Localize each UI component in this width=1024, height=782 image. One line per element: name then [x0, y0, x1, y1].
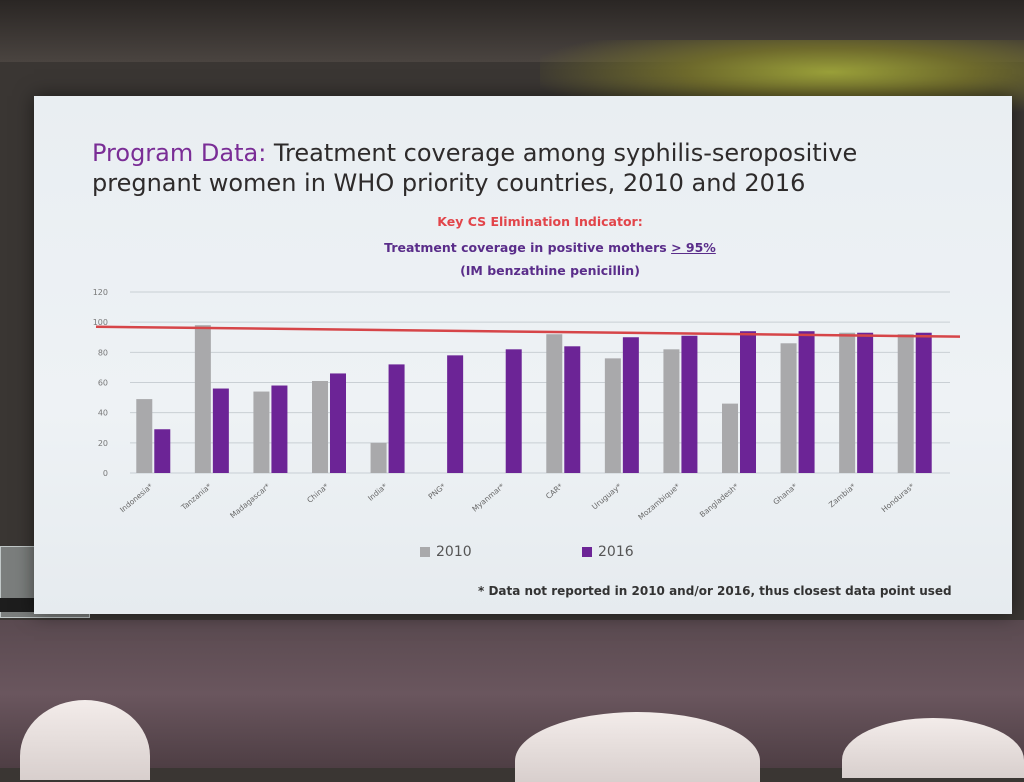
bar-2016-6 [505, 349, 522, 473]
legend-swatch-2016 [582, 547, 592, 557]
bar-2010-11 [780, 343, 797, 473]
coverage-bar-chart: 0 20 40 60 80 100 120 Indonesia* Tanzania* Madaga… [93, 288, 960, 522]
bar-2010-12 [839, 332, 856, 473]
bar-2016-13 [915, 332, 932, 473]
indicator-text-main: Treatment coverage in positive mothers [384, 240, 672, 255]
stool-left [20, 700, 150, 780]
x-tick-label: Myanmar* [470, 481, 506, 513]
indicator-text: Treatment coverage in positive mothers >… [300, 240, 800, 255]
y-tick-label: 0 [103, 469, 108, 478]
x-tick-label: Zambia* [827, 481, 858, 509]
footnote: * Data not reported in 2010 and/or 2016,… [478, 584, 952, 598]
legend-item-2016: 2016 [582, 544, 634, 560]
indicator-threshold: > 95% [671, 240, 716, 255]
x-tick-label: Tanzania* [179, 481, 214, 512]
bar-2010-3 [312, 380, 328, 473]
title-line1: Treatment coverage among syphilis-seropo… [266, 139, 858, 167]
target-line-95 [95, 325, 960, 338]
x-tick-label: PNG* [427, 481, 448, 501]
bar-2016-0 [154, 429, 171, 473]
x-tick-label: Bangladesh* [698, 481, 741, 519]
x-tick-label: Ghana* [771, 481, 799, 506]
y-tick-label: 120 [93, 288, 108, 297]
x-tick-label: India* [366, 481, 389, 502]
bar-2010-7 [546, 334, 563, 473]
y-tick-label: 100 [93, 318, 108, 327]
bar-2016-11 [798, 331, 815, 473]
bar-2010-1 [194, 325, 211, 473]
bar-2016-3 [330, 373, 346, 473]
slide-title: Program Data: Treatment coverage among s… [92, 138, 912, 198]
bar-2016-12 [857, 332, 874, 473]
bar-2010-13 [897, 334, 914, 473]
legend-swatch-2010 [420, 547, 430, 557]
bar-2010-4 [370, 442, 387, 473]
legend-item-2010: 2010 [420, 544, 472, 560]
title-accent: Program Data: [92, 139, 267, 167]
bar-2010-9 [663, 349, 680, 473]
bar-2010-8 [604, 358, 621, 473]
x-tick-label: Indonesia* [118, 481, 155, 514]
x-tick-label: Madagascar* [228, 481, 272, 520]
bar-2010-2 [253, 391, 270, 473]
bar-2016-9 [681, 335, 698, 473]
y-tick-label: 40 [98, 409, 108, 418]
bar-2016-4 [388, 364, 405, 473]
legend-label-2010: 2010 [436, 544, 472, 560]
indicator-subtext: (IM benzathine penicillin) [460, 263, 640, 278]
bar-2016-7 [564, 346, 581, 473]
bar-2016-5 [447, 355, 464, 473]
x-tick-label: China* [305, 481, 330, 504]
y-tick-label: 20 [98, 439, 108, 448]
x-tick-label: CAR* [544, 481, 565, 500]
y-tick-label: 60 [98, 379, 108, 388]
x-tick-label: Honduras* [880, 481, 916, 514]
bar-2016-8 [622, 337, 639, 473]
x-tick-label: Uruguay* [590, 481, 623, 511]
bar-2016-10 [740, 331, 756, 473]
bar-2010-10 [722, 403, 738, 473]
title-line2: pregnant women in WHO priority countries… [92, 169, 806, 197]
bar-2016-2 [271, 385, 288, 473]
bar-2016-1 [212, 388, 229, 473]
y-tick-label: 80 [98, 348, 108, 357]
x-tick-label: Mozambique* [636, 481, 682, 521]
legend-label-2016: 2016 [598, 544, 634, 560]
indicator-label: Key CS Elimination Indicator: [437, 214, 643, 229]
bar-2010-0 [136, 399, 153, 473]
